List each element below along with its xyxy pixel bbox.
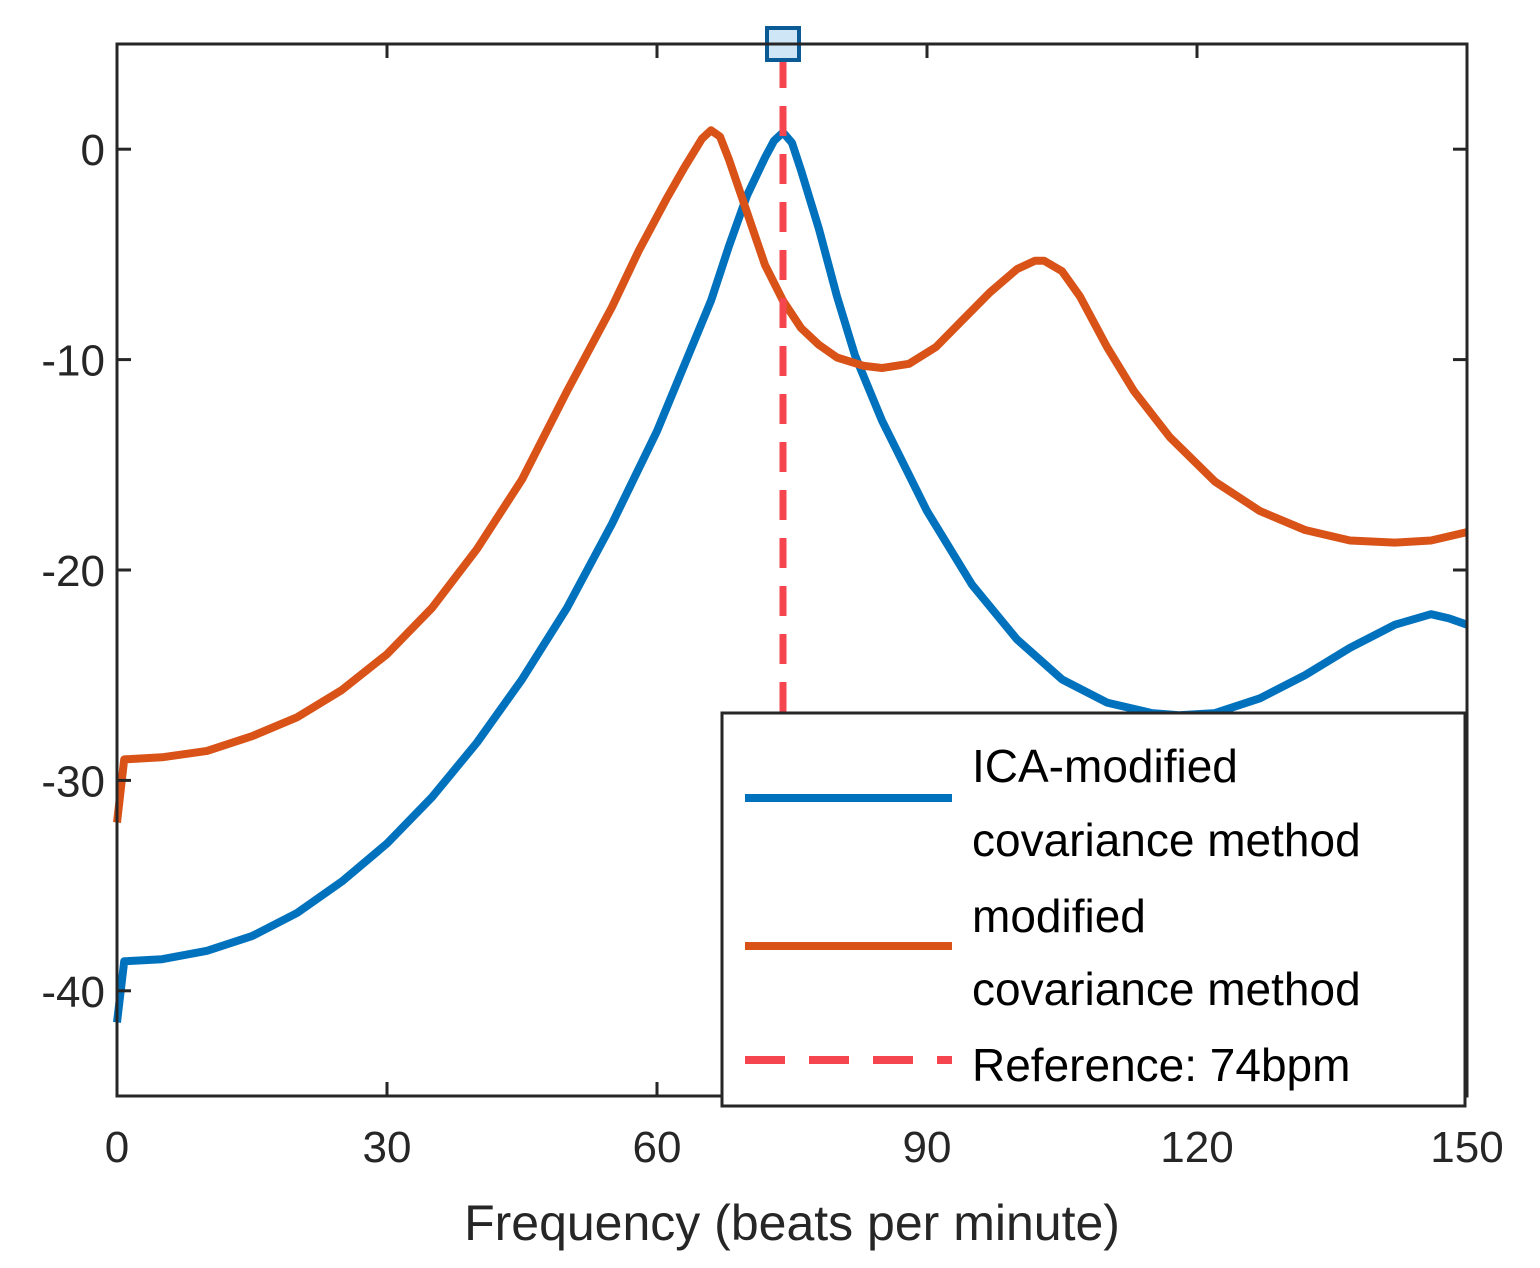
y-tick-label: 0: [81, 126, 105, 175]
legend: ICA-modified covariance method modified cov…: [720, 711, 1467, 1108]
y-tick-label: -30: [41, 757, 105, 806]
legend-box: [720, 711, 1467, 1108]
legend-label: Reference: 74bpm: [972, 1039, 1350, 1091]
series-line-1: [113, 126, 1468, 823]
legend-label: modified: [972, 890, 1146, 942]
x-tick-label: 60: [633, 1123, 682, 1172]
x-tick-label: 120: [1160, 1123, 1233, 1172]
y-tick-label: -20: [41, 547, 105, 596]
legend-label: covariance method: [972, 963, 1361, 1015]
x-tick-label: 0: [105, 1123, 129, 1172]
y-tick-label: -40: [41, 968, 105, 1017]
x-tick-label: 150: [1430, 1123, 1503, 1172]
x-tick-label: 90: [903, 1123, 952, 1172]
legend-label: covariance method: [972, 814, 1361, 866]
y-tick-label: -10: [41, 337, 105, 386]
series-line-0: [113, 128, 1469, 1023]
x-axis-title: Frequency (beats per minute): [464, 1195, 1120, 1251]
x-tick-label: 30: [363, 1123, 412, 1172]
legend-label: ICA-modified: [972, 740, 1238, 792]
